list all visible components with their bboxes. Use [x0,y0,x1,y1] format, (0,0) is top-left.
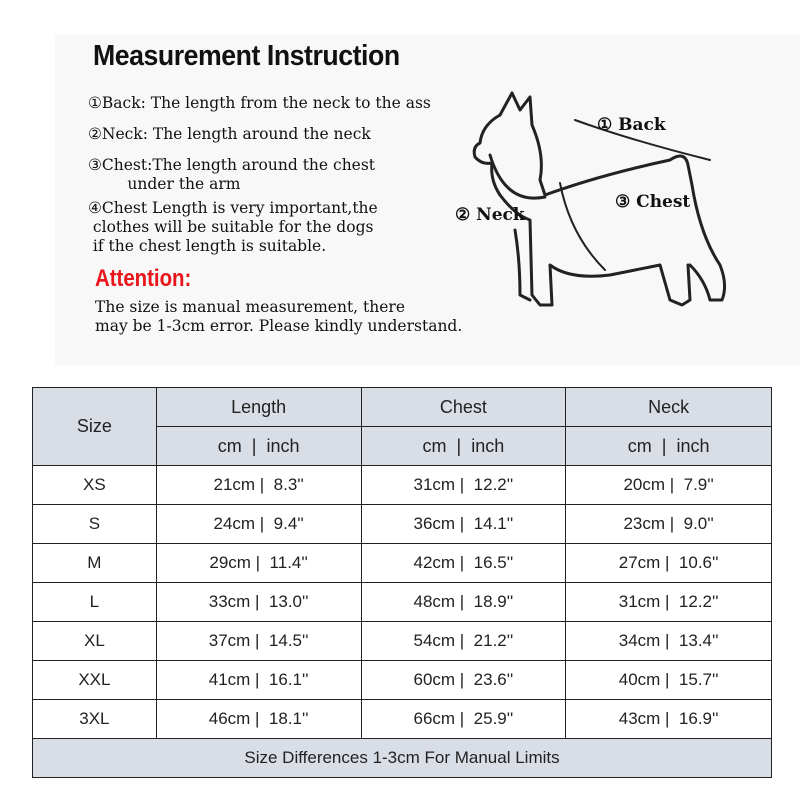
diagram-label-chest: ③ Chest [615,192,691,212]
cell-length: 37cm | 14.5'' [155,621,362,661]
cell-length: 46cm | 18.1'' [155,699,362,739]
instruction-panel [55,35,800,365]
cell-length: 41cm | 16.1'' [155,660,362,700]
cell-neck: 31cm | 12.2'' [565,582,772,622]
cell-neck: 34cm | 13.4'' [565,621,772,661]
cell-neck: 23cm | 9.0'' [565,504,772,544]
neck-header: Neck [565,387,772,427]
cell-size: L [32,582,157,622]
cell-neck: 27cm | 10.6'' [565,543,772,583]
cell-size: XXL [32,660,157,700]
unit-header: cm | inch [360,426,567,466]
cell-chest: 48cm | 18.9'' [360,582,567,622]
cell-size: S [32,504,157,544]
cell-neck: 20cm | 7.9'' [565,465,772,505]
instruction-chest-length: ④Chest Length is very important,the clot… [88,199,378,255]
cell-length: 24cm | 9.4'' [155,504,362,544]
table-row: XXL 41cm | 16.1'' 60cm | 23.6'' 40cm | 15.7… [32,660,772,700]
table-row: M 29cm | 11.4'' 42cm | 16.5'' 27cm | 10.6'' [32,543,772,583]
attention-text: The size is manual measurement, there ma… [95,298,463,335]
instruction-back: ①Back: The length from the neck to the a… [88,94,431,112]
header-row: Size Length Chest Neck [32,387,772,466]
cell-length: 29cm | 11.4'' [155,543,362,583]
instruction-chest: ③Chest:The length around the chest under… [88,156,376,193]
unit-header: cm | inch [155,426,362,466]
attention-label: Attention: [95,265,192,292]
instruction-neck: ②Neck: The length around the neck [88,125,371,143]
cell-chest: 66cm | 25.9'' [360,699,567,739]
dog-outline-diagram [472,91,727,307]
cell-neck: 40cm | 15.7'' [565,660,772,700]
size-header: Size [32,387,157,466]
table-footer: Size Differences 1-3cm For Manual Limits [32,738,772,778]
chest-header: Chest [360,387,567,427]
cell-chest: 54cm | 21.2'' [360,621,567,661]
cell-length: 21cm | 8.3'' [155,465,362,505]
cell-chest: 60cm | 23.6'' [360,660,567,700]
diagram-label-back: ① Back [597,115,666,135]
cell-length: 33cm | 13.0'' [155,582,362,622]
cell-neck: 43cm | 16.9'' [565,699,772,739]
table-row: L 33cm | 13.0'' 48cm | 18.9'' 31cm | 12.2'' [32,582,772,622]
cell-chest: 36cm | 14.1'' [360,504,567,544]
page-title: Measurement Instruction [93,40,400,72]
cell-size: XS [32,465,157,505]
cell-size: XL [32,621,157,661]
table-row: XL 37cm | 14.5'' 54cm | 21.2'' 34cm | 13.4'… [32,621,772,661]
unit-row: cm | inch cm | inch cm | inch [33,426,772,466]
length-header: Length [155,387,362,427]
cell-size: 3XL [32,699,157,739]
diagram-label-neck: ② Neck [455,205,525,225]
table-row: 3XL 46cm | 18.1'' 66cm | 25.9'' 43cm | 16.9… [32,699,772,739]
size-chart-table: Size Length Chest Neck cm | inch cm | in… [32,387,772,778]
cell-size: M [32,543,157,583]
table-row: XS 21cm | 8.3'' 31cm | 12.2'' 20cm | 7.9'' [32,465,772,505]
cell-chest: 42cm | 16.5'' [360,543,567,583]
table-row: S 24cm | 9.4'' 36cm | 14.1'' 23cm | 9.0'' [32,504,772,544]
cell-chest: 31cm | 12.2'' [360,465,567,505]
unit-header: cm | inch [565,426,772,466]
